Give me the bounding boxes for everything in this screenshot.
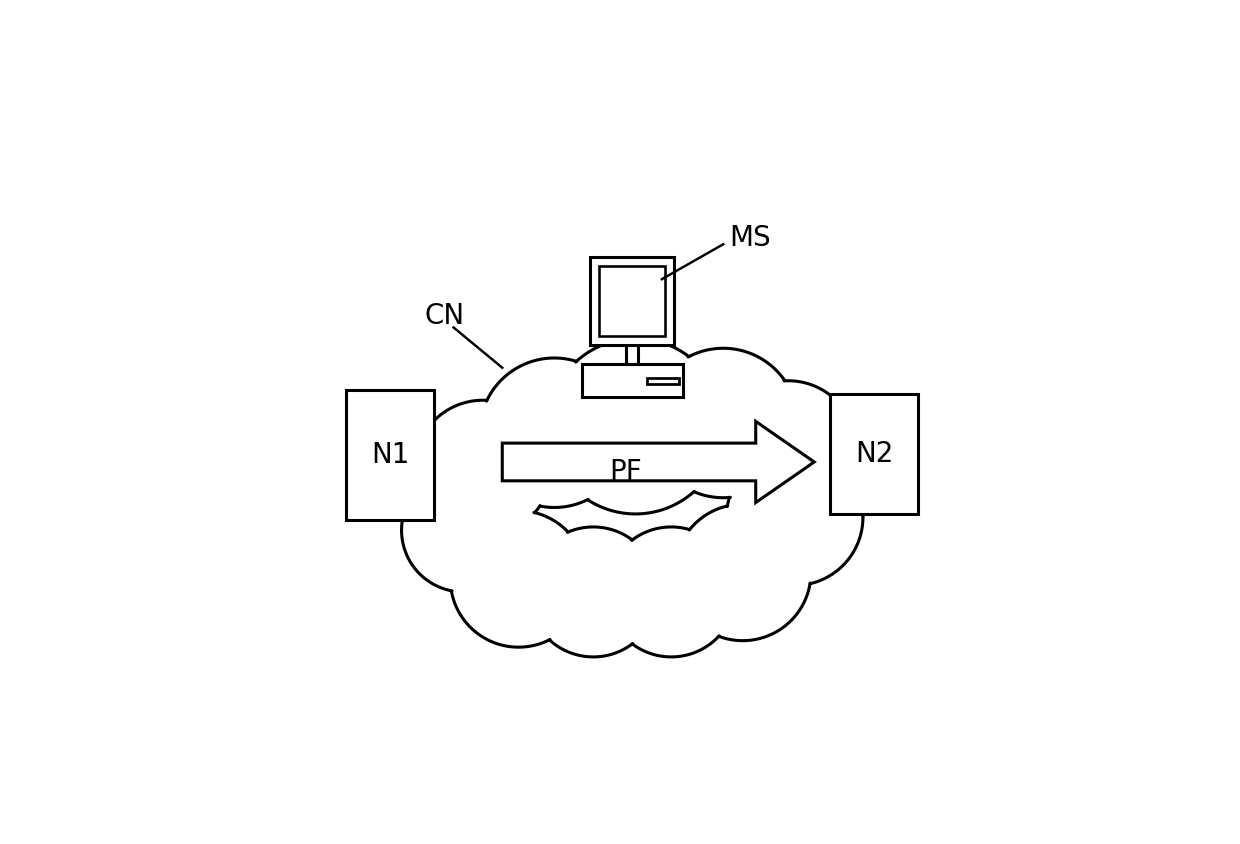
Text: CN: CN: [424, 302, 465, 330]
Circle shape: [606, 527, 737, 657]
Circle shape: [480, 358, 629, 507]
Text: N2: N2: [856, 440, 894, 468]
Circle shape: [450, 511, 587, 647]
Bar: [626, 345, 639, 365]
Polygon shape: [502, 421, 815, 502]
Circle shape: [727, 449, 863, 586]
Bar: [582, 365, 682, 397]
Bar: [346, 391, 434, 521]
Bar: [599, 267, 666, 336]
Circle shape: [528, 527, 658, 657]
Circle shape: [720, 381, 857, 517]
Text: MS: MS: [729, 224, 771, 252]
Bar: [647, 378, 678, 384]
Bar: [831, 393, 918, 514]
Circle shape: [414, 400, 551, 537]
Text: PF: PF: [609, 457, 642, 485]
Circle shape: [402, 468, 525, 592]
Circle shape: [675, 504, 811, 641]
Text: N1: N1: [371, 441, 409, 469]
Bar: [590, 257, 675, 345]
Circle shape: [548, 338, 723, 514]
Circle shape: [649, 349, 799, 498]
